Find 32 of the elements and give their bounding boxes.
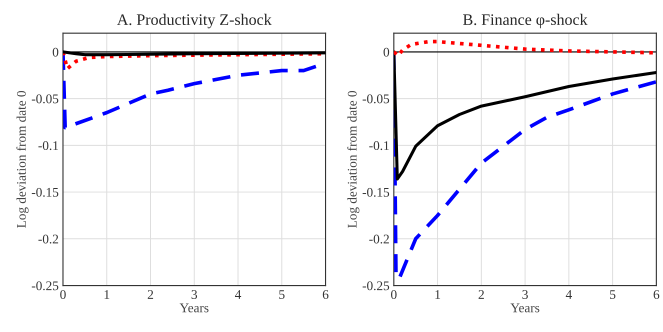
y-tick-label: -0.25 — [362, 281, 390, 290]
x-tick-label: 2 — [478, 290, 484, 299]
y-tick-label: -0.1 — [369, 141, 389, 150]
x-tick-label: 5 — [279, 290, 285, 299]
x-tick-label: 1 — [435, 290, 440, 299]
y-axis-title: Log deviation from date 0 — [16, 90, 29, 228]
x-tick-label: 4 — [566, 290, 572, 299]
x-tick-label: 6 — [322, 290, 328, 299]
x-tick-label: 0 — [391, 290, 397, 299]
x-tick-label: 3 — [522, 290, 528, 299]
x-tick-label: 6 — [654, 290, 660, 299]
y-tick-label: -0.15 — [362, 188, 390, 197]
x-axis-title: Years — [180, 304, 209, 312]
x-tick-label: 1 — [104, 290, 110, 299]
chart-title: B. Finance φ-shock — [463, 14, 588, 28]
x-axis-title: Years — [510, 304, 540, 312]
y-tick-label: -0.05 — [32, 94, 58, 104]
chart-title: A. Productivity Z-shock — [117, 14, 272, 28]
y-tick-label: -0.25 — [32, 281, 58, 290]
x-tick-label: 2 — [148, 290, 154, 299]
y-tick-label: 0 — [52, 48, 58, 57]
y-tick-label: -0.2 — [369, 234, 389, 244]
y-tick-label: -0.2 — [38, 234, 58, 244]
x-tick-label: 0 — [60, 290, 66, 299]
x-tick-label: 5 — [610, 290, 616, 299]
y-axis-title: Log deviation from date 0 — [347, 90, 360, 228]
y-tick-label: -0.05 — [362, 94, 390, 104]
x-tick-label: 3 — [192, 290, 198, 299]
x-tick-label: 4 — [234, 290, 242, 299]
y-tick-label: -0.1 — [38, 141, 58, 150]
y-tick-label: 0 — [384, 48, 390, 57]
y-tick-label: -0.15 — [32, 188, 58, 197]
